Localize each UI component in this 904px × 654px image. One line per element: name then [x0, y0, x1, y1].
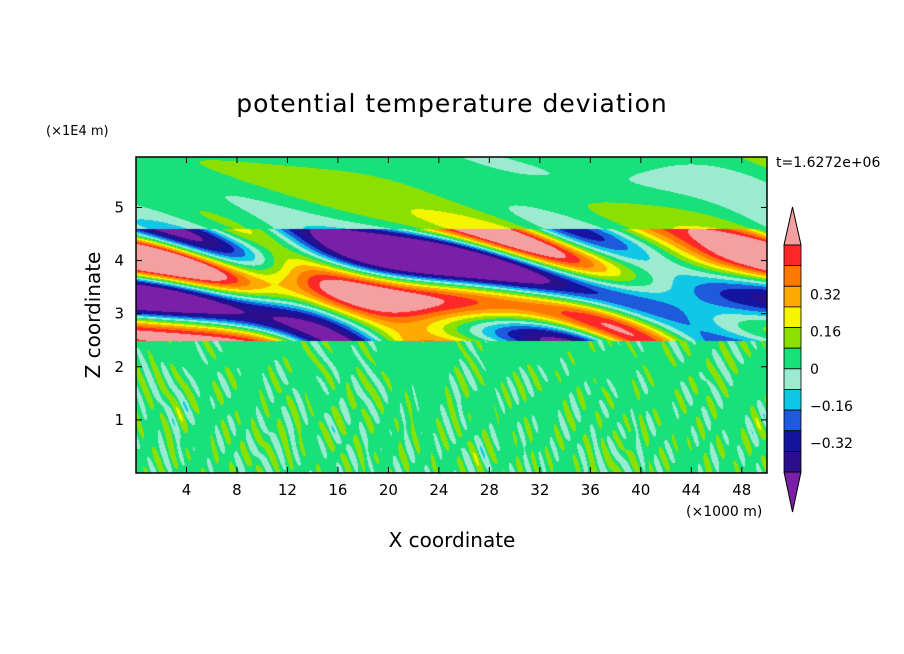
x-tick-label: 8: [232, 481, 242, 499]
y-tick-label: 5: [114, 198, 124, 216]
contour-raster: [136, 157, 767, 473]
colorbar-swatch: [783, 347, 802, 370]
x-tick-label: 28: [480, 481, 499, 499]
y-tick-label: 1: [114, 411, 124, 429]
colorbar-swatch: [783, 368, 802, 390]
colorbar-swatch: [783, 244, 802, 267]
x-tick-label: 40: [631, 481, 650, 499]
colorbar-swatch: [783, 450, 802, 473]
x-tick-label: 16: [328, 481, 347, 499]
y-tick-label: 2: [114, 358, 124, 376]
colorbar-swatch: [783, 306, 802, 328]
x-unit-label: (×1000 m): [686, 504, 762, 520]
colorbar-max-triangle: [783, 206, 802, 246]
colorbar-swatch: [783, 327, 802, 349]
x-tick-label: 36: [581, 481, 600, 499]
colorbar-swatch: [783, 265, 802, 287]
colorbar: 0.32 0.16 0 −0.16 −0.32: [783, 206, 853, 513]
colorbar-tick-label: −0.32: [810, 436, 853, 452]
chart-title: potential temperature deviation: [236, 89, 667, 118]
y-tick-label: 4: [114, 252, 124, 270]
y-axis-label: Z coordinate: [81, 252, 105, 379]
x-tick-label: 32: [530, 481, 549, 499]
y-tick-label: 3: [114, 305, 124, 323]
colorbar-tick-label: 0: [810, 362, 819, 378]
colorbar-tick-label: 0.16: [810, 325, 841, 341]
x-axis-label: X coordinate: [389, 528, 516, 552]
contour-field: [136, 157, 767, 473]
y-unit-label: (×1E4 m): [46, 124, 109, 139]
x-axis-ticks: 4 8 12 16 20 24 28 32 36 40 44 48: [182, 157, 751, 499]
x-tick-label: 20: [379, 481, 398, 499]
colorbar-swatch: [783, 285, 802, 308]
colorbar-tick-label: −0.16: [810, 399, 853, 415]
colorbar-swatch: [783, 389, 802, 411]
colorbar-tick-label: 0.32: [810, 288, 841, 304]
y-axis-ticks: 1 2 3 4 5: [114, 198, 767, 429]
colorbar-swatch: [783, 409, 802, 432]
colorbar-swatch: [783, 430, 802, 452]
colorbar-min-triangle: [783, 471, 802, 513]
x-tick-label: 12: [278, 481, 297, 499]
x-tick-label: 44: [682, 481, 701, 499]
plot-area: [135, 156, 768, 474]
x-tick-label: 48: [732, 481, 751, 499]
time-label: t=1.6272e+06: [776, 155, 880, 171]
x-tick-label: 24: [429, 481, 448, 499]
x-tick-label: 4: [182, 481, 192, 499]
plot-frame: [135, 156, 768, 474]
